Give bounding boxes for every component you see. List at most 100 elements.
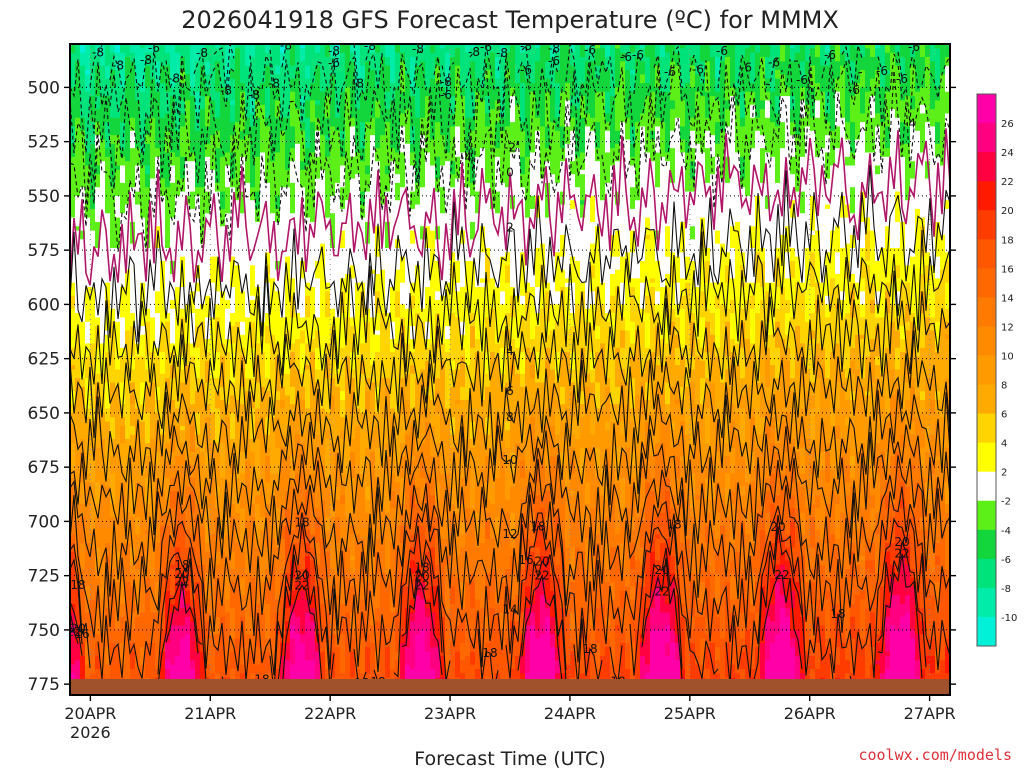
temperature-cell: [135, 274, 141, 279]
temperature-cell: [80, 595, 86, 600]
temperature-cell: [125, 439, 131, 444]
temperature-cell: [90, 587, 96, 592]
temperature-cell: [80, 526, 86, 531]
temperature-cell: [160, 383, 166, 388]
temperature-cell: [125, 547, 131, 552]
temperature-cell: [120, 530, 126, 535]
temperature-cell: [140, 96, 146, 101]
temperature-cell: [75, 148, 81, 153]
temperature-cell: [130, 565, 136, 570]
temperature-cell: [135, 361, 141, 366]
temperature-cell: [75, 669, 81, 674]
temperature-cell: [125, 317, 131, 322]
temperature-cell: [135, 673, 141, 678]
temperature-cell: [75, 452, 81, 457]
temperature-cell: [155, 374, 161, 379]
temperature-cell: [80, 556, 86, 561]
temperature-cell: [125, 665, 131, 670]
temperature-cell: [85, 517, 91, 522]
temperature-cell: [130, 348, 136, 353]
temperature-cell: [130, 100, 136, 105]
temperature-cell: [75, 100, 81, 105]
temperature-cell: [160, 617, 166, 622]
temperature-cell: [130, 144, 136, 149]
temperature-cell: [135, 456, 141, 461]
temperature-cell: [150, 435, 156, 440]
temperature-cell: [135, 105, 141, 110]
temperature-cell: [100, 539, 106, 544]
temperature-cell: [75, 469, 81, 474]
temperature-cell: [95, 261, 101, 266]
temperature-cell: [135, 378, 141, 383]
temperature-cell: [135, 170, 141, 175]
temperature-cell: [135, 517, 141, 522]
temperature-cell: [140, 526, 146, 531]
temperature-cell: [165, 465, 171, 470]
temperature-cell: [155, 630, 161, 635]
temperature-cell: [130, 660, 136, 665]
temperature-cell: [145, 426, 151, 431]
temperature-cell: [100, 70, 106, 75]
temperature-cell: [160, 48, 166, 53]
temperature-cell: [145, 148, 151, 153]
temperature-cell: [155, 565, 161, 570]
temperature-cell: [100, 144, 106, 149]
temperature-cell: [85, 513, 91, 518]
temperature-cell: [140, 530, 146, 535]
temperature-cell: [155, 656, 161, 661]
temperature-cell: [75, 370, 81, 375]
temperature-cell: [75, 439, 81, 444]
temperature-cell: [165, 543, 171, 548]
temperature-cell: [155, 634, 161, 639]
temperature-cell: [165, 335, 171, 340]
temperature-cell: [115, 608, 121, 613]
temperature-cell: [120, 317, 126, 322]
temperature-cell: [85, 560, 91, 565]
temperature-cell: [130, 53, 136, 58]
temperature-cell: [80, 330, 86, 335]
temperature-cell: [145, 166, 151, 171]
temperature-cell: [100, 196, 106, 201]
temperature-cell: [130, 148, 136, 153]
temperature-cell: [150, 330, 156, 335]
temperature-cell: [95, 560, 101, 565]
temperature-cell: [130, 396, 136, 401]
temperature-cell: [150, 426, 156, 431]
temperature-cell: [145, 170, 151, 175]
temperature-cell: [150, 135, 156, 140]
temperature-cell: [135, 265, 141, 270]
temperature-cell: [150, 153, 156, 158]
temperature-cell: [120, 508, 126, 513]
temperature-cell: [120, 595, 126, 600]
temperature-cell: [75, 205, 81, 210]
temperature-cell: [135, 370, 141, 375]
temperature-cell: [80, 552, 86, 557]
temperature-cell: [125, 591, 131, 596]
temperature-cell: [105, 213, 111, 218]
temperature-cell: [140, 634, 146, 639]
temperature-cell: [145, 87, 151, 92]
temperature-cell: [160, 370, 166, 375]
temperature-cell: [165, 226, 171, 231]
temperature-cell: [100, 652, 106, 657]
temperature-cell: [85, 135, 91, 140]
temperature-cell: [150, 96, 156, 101]
temperature-cell: [165, 205, 171, 210]
temperature-cell: [95, 304, 101, 309]
temperature-cell: [95, 270, 101, 275]
temperature-cell: [100, 304, 106, 309]
temperature-cell: [105, 422, 111, 427]
temperature-cell: [100, 235, 106, 240]
temperature-cell: [85, 330, 91, 335]
temperature-cell: [75, 118, 81, 123]
temperature-cell: [125, 556, 131, 561]
temperature-cell: [105, 556, 111, 561]
temperature-cell: [75, 209, 81, 214]
temperature-cell: [130, 413, 136, 418]
temperature-cell: [130, 309, 136, 314]
temperature-cell: [140, 100, 146, 105]
temperature-cell: [140, 621, 146, 626]
temperature-cell: [115, 491, 121, 496]
temperature-cell: [155, 57, 161, 62]
temperature-cell: [105, 469, 111, 474]
